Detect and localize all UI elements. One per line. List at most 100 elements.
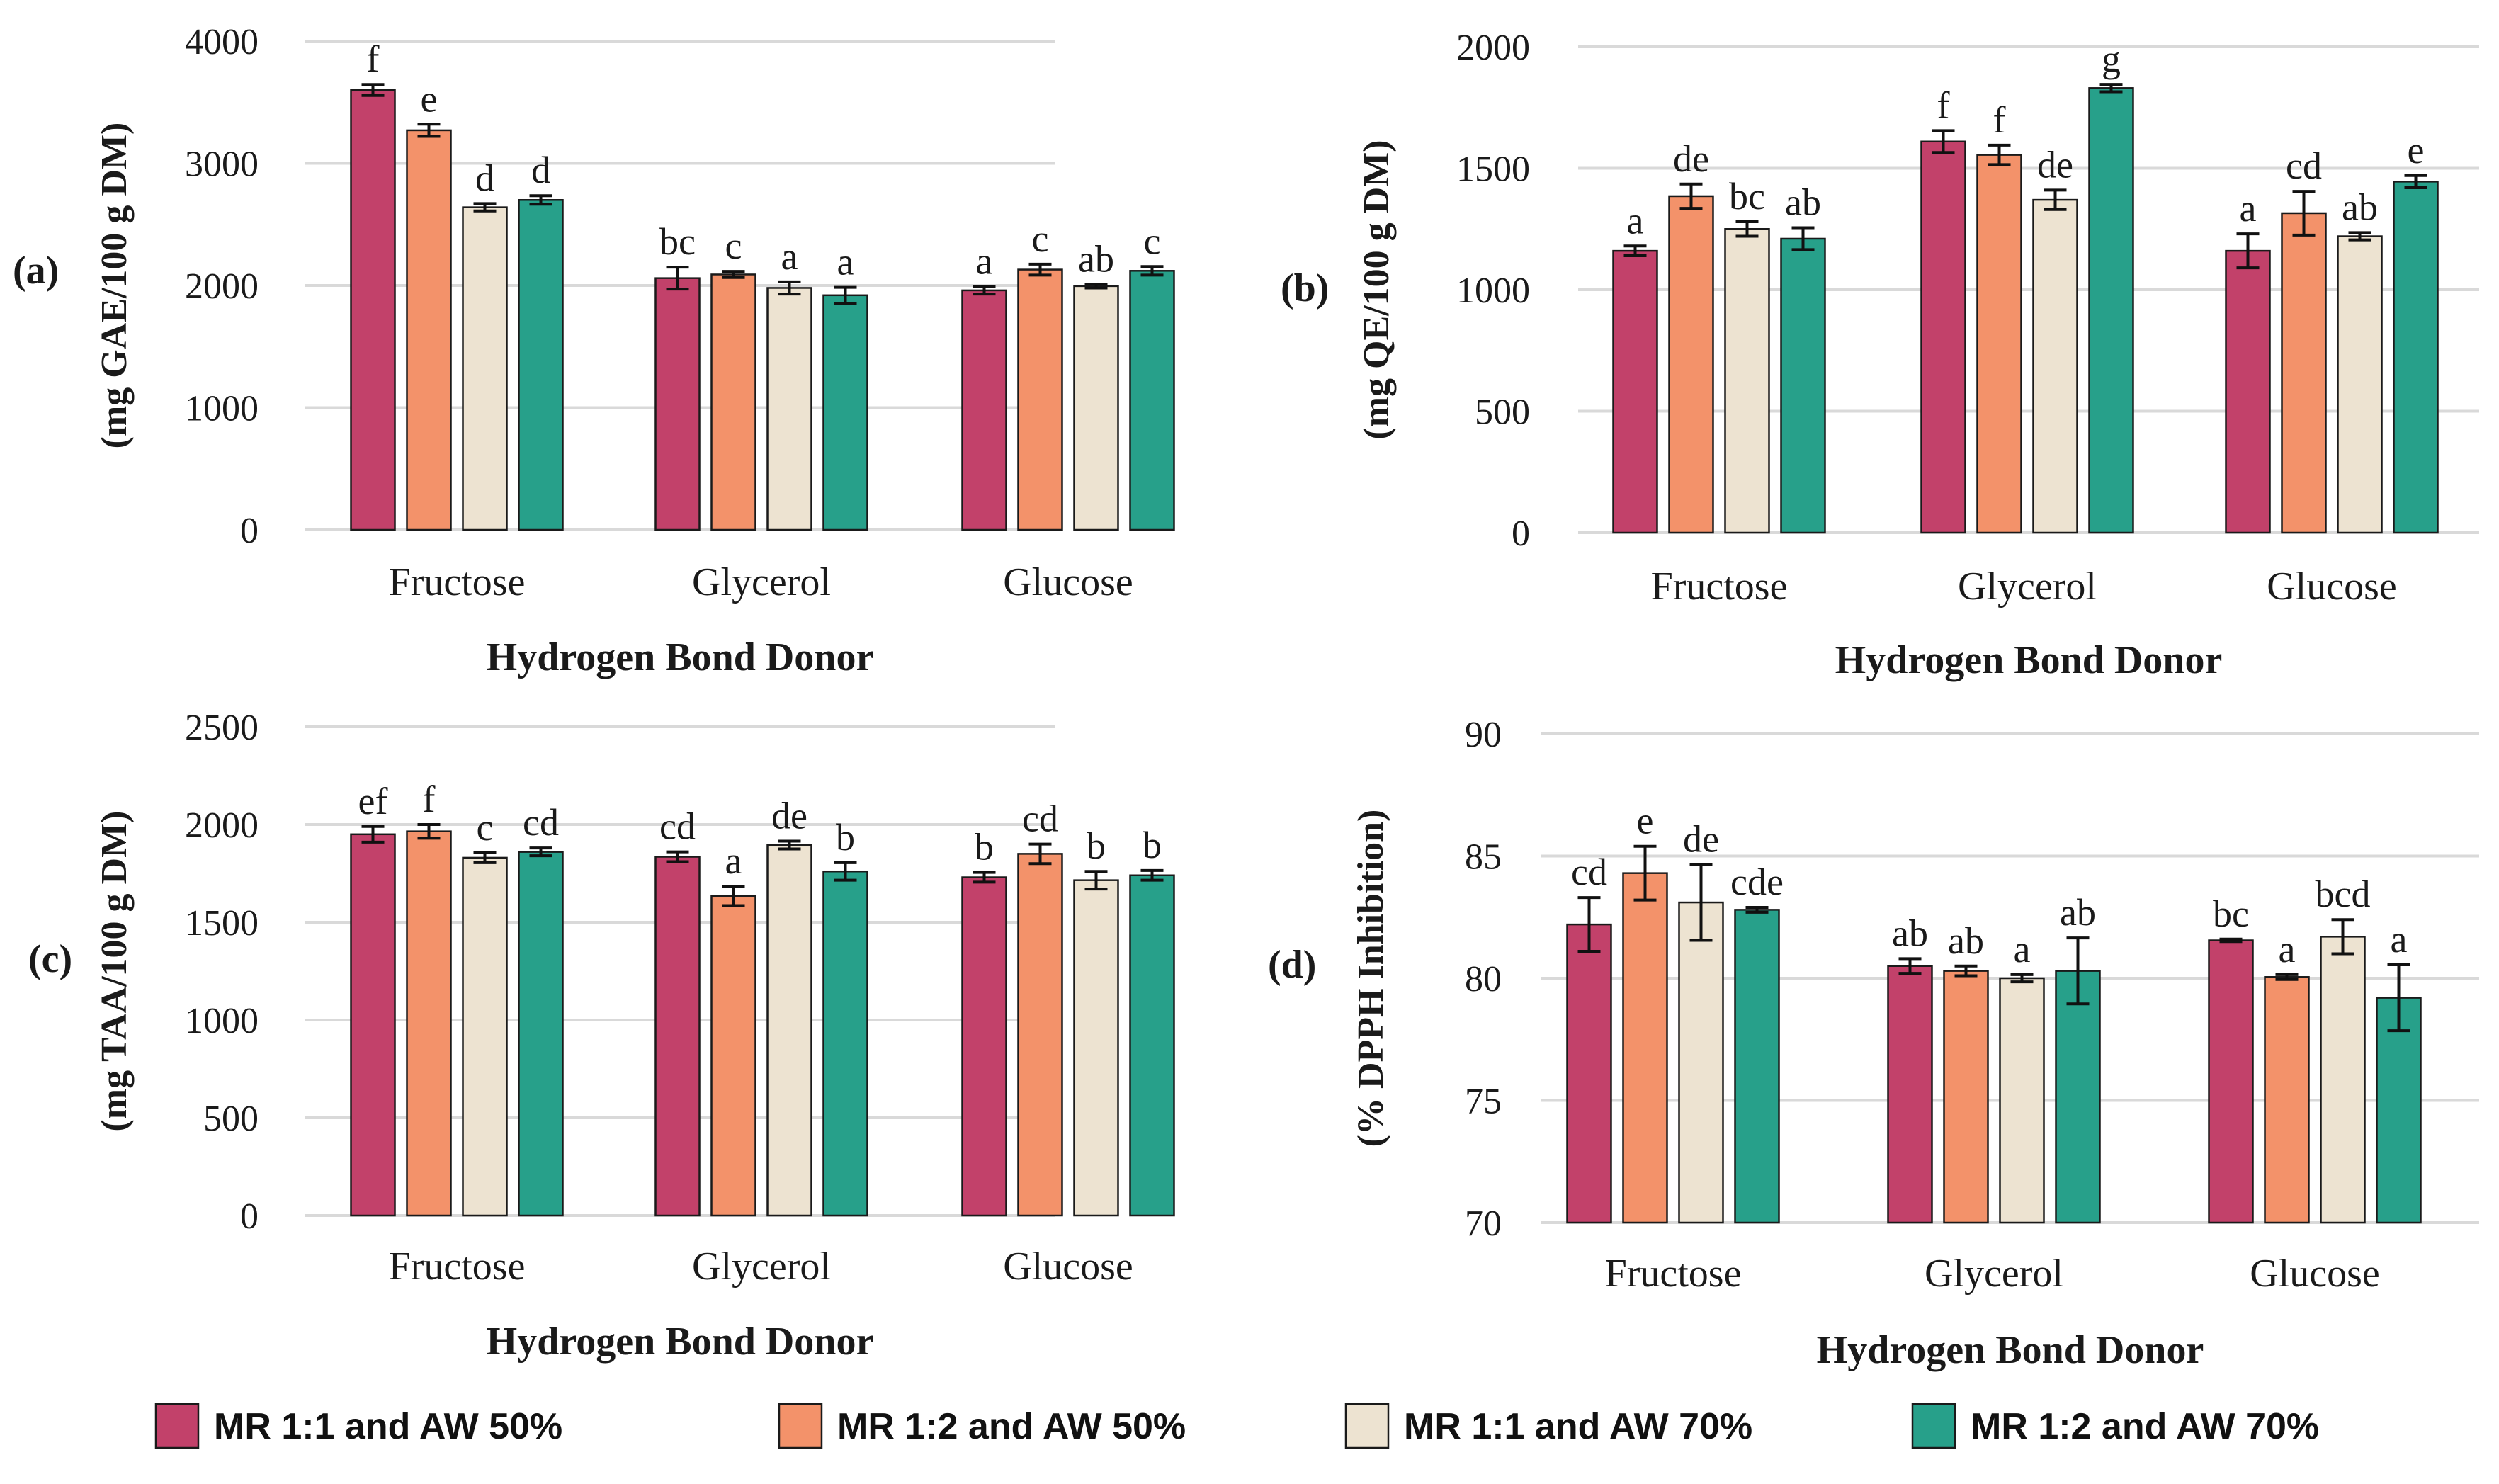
- bar: [1017, 853, 1063, 1217]
- bar: [766, 287, 812, 531]
- y-tick-label: 2500: [185, 708, 259, 748]
- x-axis-title: Hydrogen Bond Donor: [487, 1320, 874, 1364]
- bar: [710, 895, 756, 1217]
- legend-label: MR 1:2 and AW 70%: [1971, 1406, 2319, 1447]
- bar: [1612, 249, 1658, 534]
- significance-letter: b: [1087, 825, 1106, 867]
- significance-letter: ab: [1785, 181, 1821, 224]
- significance-letter: a: [725, 839, 742, 882]
- bar: [766, 844, 812, 1217]
- significance-letter: e: [421, 77, 438, 120]
- legend-item: MR 1:1 and AW 50%: [154, 1403, 562, 1449]
- bar: [1073, 879, 1119, 1217]
- legend-item: MR 1:2 and AW 50%: [778, 1403, 1186, 1449]
- bar: [2337, 235, 2383, 534]
- y-tick-label: 500: [203, 1099, 259, 1139]
- significance-letter: bc: [1729, 175, 1765, 217]
- significance-letter: b: [836, 816, 855, 859]
- significance-letter: ef: [358, 780, 388, 822]
- legend: MR 1:1 and AW 50% MR 1:2 and AW 50% MR 1:1…: [154, 1403, 2319, 1449]
- significance-letter: de: [2037, 143, 2073, 186]
- bar: [1943, 970, 1989, 1224]
- legend-swatch: [1344, 1403, 1390, 1449]
- significance-letter: ab: [2342, 186, 2378, 228]
- bar: [2264, 976, 2310, 1224]
- category-label: Glucose: [2267, 565, 2397, 608]
- significance-letter: f: [1937, 84, 1950, 126]
- bar: [1724, 228, 1770, 534]
- legend-label: MR 1:1 and AW 50%: [214, 1406, 562, 1447]
- significance-letter: a: [837, 241, 854, 283]
- x-axis-title: Hydrogen Bond Donor: [1835, 638, 2223, 682]
- bar: [1999, 977, 2045, 1224]
- bar: [1678, 901, 1724, 1224]
- bar: [518, 851, 564, 1217]
- significance-letter: a: [2279, 928, 2296, 970]
- significance-letter: cd: [659, 805, 696, 848]
- y-tick-label: 1000: [185, 1001, 259, 1041]
- category-label: Fructose: [389, 1245, 526, 1288]
- category-label: Glucose: [2250, 1252, 2380, 1296]
- bar: [2376, 997, 2422, 1224]
- significance-letter: de: [1673, 137, 1709, 180]
- bar: [1017, 268, 1063, 531]
- significance-letter: cd: [1571, 851, 1607, 893]
- bar: [1668, 195, 1714, 534]
- category-label: Glycerol: [1925, 1252, 2063, 1296]
- panel-label: (a): [13, 249, 59, 293]
- bar: [518, 199, 564, 531]
- significance-letter: f: [423, 778, 436, 820]
- significance-letter: cd: [523, 801, 559, 844]
- category-label: Fructose: [1605, 1252, 1742, 1296]
- bar: [1920, 140, 1966, 534]
- bar: [1129, 874, 1175, 1217]
- bar: [822, 870, 868, 1217]
- significance-letter: g: [2102, 38, 2121, 80]
- bar: [822, 294, 868, 531]
- bar: [2393, 181, 2439, 534]
- category-label: Glucose: [1003, 1245, 1133, 1288]
- significance-letter: bcd: [2316, 873, 2371, 915]
- significance-letter: a: [1627, 199, 1644, 242]
- bar: [1129, 270, 1175, 531]
- significance-letter: c: [477, 806, 494, 849]
- legend-label: MR 1:2 and AW 50%: [837, 1406, 1186, 1447]
- significance-letter: ab: [1892, 912, 1928, 954]
- significance-letter: e: [1637, 800, 1654, 842]
- bar: [462, 856, 508, 1217]
- bar: [2055, 970, 2101, 1224]
- bar: [2320, 936, 2366, 1224]
- y-axis-title: (mg TAA/100 g DM): [94, 810, 135, 1131]
- bar: [961, 876, 1007, 1217]
- panel-label: (d): [1268, 943, 1316, 987]
- category-label: Glucose: [1003, 560, 1133, 604]
- x-axis-title: Hydrogen Bond Donor: [487, 635, 874, 679]
- y-tick-label: 2000: [1456, 28, 1530, 68]
- bar: [654, 277, 701, 531]
- bar: [2032, 198, 2078, 534]
- y-tick-label: 500: [1475, 392, 1530, 433]
- legend-item: MR 1:2 and AW 70%: [1911, 1403, 2319, 1449]
- bar: [1566, 923, 1612, 1224]
- significance-letter: c: [725, 225, 742, 267]
- significance-letter: cd: [2286, 145, 2322, 187]
- y-tick-label: 3000: [185, 145, 259, 185]
- significance-letter: bc: [659, 220, 696, 263]
- category-label: Fructose: [389, 560, 526, 604]
- bar: [961, 289, 1007, 531]
- significance-letter: a: [2240, 187, 2257, 230]
- bar: [406, 830, 452, 1217]
- bar: [1073, 285, 1119, 531]
- significance-letter: de: [1683, 818, 1719, 861]
- y-tick-label: 0: [240, 511, 259, 551]
- legend-swatch: [778, 1403, 823, 1449]
- significance-letter: b: [1143, 824, 1162, 866]
- y-tick-label: 1000: [185, 389, 259, 429]
- y-tick-label: 1500: [1456, 149, 1530, 190]
- bar: [1622, 872, 1668, 1224]
- significance-letter: a: [2014, 928, 2031, 970]
